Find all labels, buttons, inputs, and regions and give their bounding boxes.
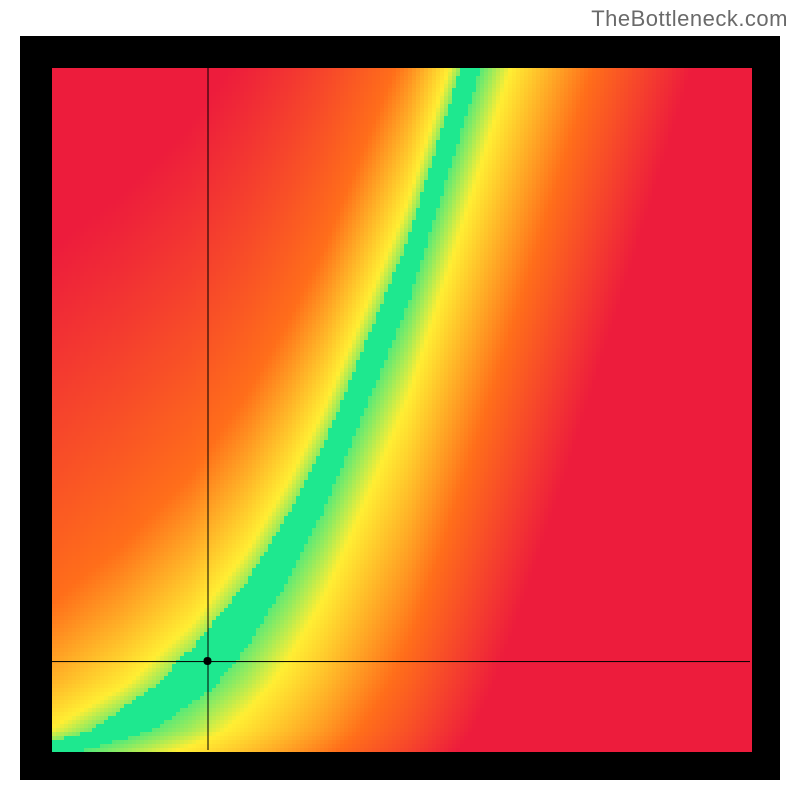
heatmap-plot bbox=[20, 36, 780, 780]
figure-container: TheBottleneck.com bbox=[0, 0, 800, 800]
watermark-label: TheBottleneck.com bbox=[591, 6, 788, 32]
heatmap-canvas bbox=[20, 36, 780, 780]
